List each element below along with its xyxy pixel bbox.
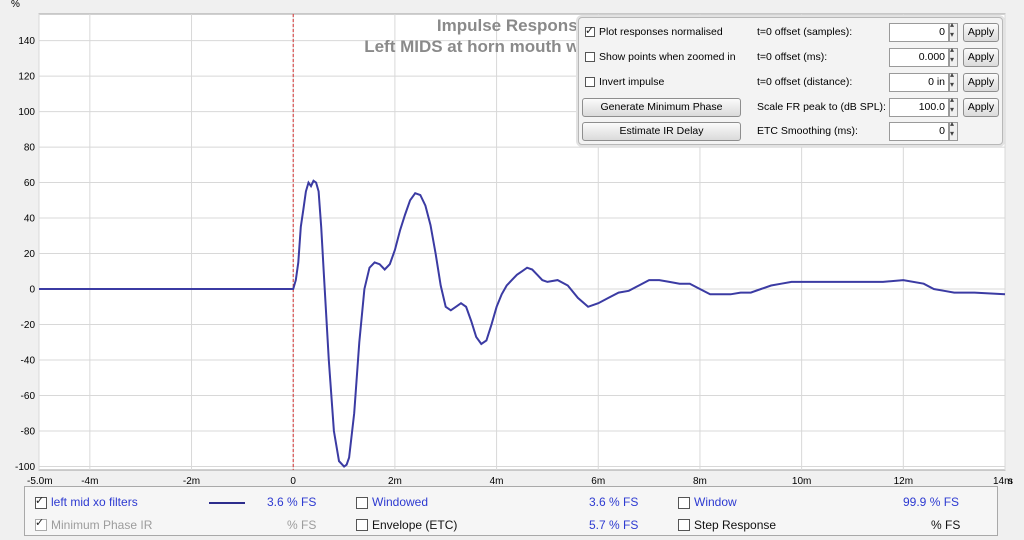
minimum-phase-ir-checkbox[interactable] <box>35 516 47 531</box>
t0-distance-spinner[interactable] <box>949 70 958 92</box>
left-mid-xo-filters-value: 3.6 % FS <box>267 495 317 509</box>
y-tick-label: 20 <box>24 249 36 260</box>
y-tick-label: 40 <box>24 214 36 225</box>
x-tick-label: 0 <box>290 476 296 486</box>
scale-fr-peak-spinner[interactable] <box>949 95 958 117</box>
y-axis-ticks: -100 -80 -60 -40 -20 0 20 40 60 80 100 120 140 <box>15 36 35 473</box>
x-tick-label: 6m <box>591 476 605 486</box>
generate-minimum-phase-button[interactable]: Generate Minimum Phase <box>582 98 741 117</box>
x-tick-label: 12m <box>894 476 913 486</box>
t0-ms-label: t=0 offset (ms): <box>757 51 828 63</box>
y-tick-label: -80 <box>21 426 36 437</box>
envelope-etc-value: 5.7 % FS <box>589 518 639 532</box>
y-tick-label: 80 <box>24 143 36 154</box>
invert-impulse-label: Invert impulse <box>599 76 665 88</box>
row-plot-normalised: Plot responses normalised t=0 offset (sa… <box>579 20 1002 44</box>
envelope-etc-label[interactable]: Envelope (ETC) <box>372 518 458 532</box>
show-points-checkbox[interactable] <box>585 52 595 62</box>
row-min-phase: Generate Minimum Phase Scale FR peak to … <box>579 95 1002 119</box>
y-axis-label: % <box>11 0 20 10</box>
t0-distance-label: t=0 offset (distance): <box>757 76 853 88</box>
row-ir-delay: Estimate IR Delay ETC Smoothing (ms): 0 <box>579 119 1002 143</box>
plot-normalised-label: Plot responses normalised <box>599 26 723 38</box>
t0-ms-spinner[interactable] <box>949 45 958 67</box>
y-tick-label: 120 <box>18 72 35 83</box>
y-tick-label: 140 <box>18 36 35 47</box>
window-label[interactable]: Window <box>694 495 737 509</box>
x-tick-label: 10m <box>792 476 811 486</box>
x-tick-label: -2m <box>183 476 200 486</box>
left-mid-xo-filters-line-swatch <box>209 502 245 504</box>
legend-panel: left mid xo filters 3.6 % FS Minimum Pha… <box>24 486 998 536</box>
t0-samples-input[interactable]: 0 <box>889 23 949 42</box>
controls-panel: Plot responses normalised t=0 offset (sa… <box>578 17 1003 145</box>
row-invert-impulse: Invert impulse t=0 offset (distance): 0 … <box>579 70 1002 94</box>
plot-normalised-checkbox[interactable] <box>585 24 595 37</box>
y-tick-label: 60 <box>24 178 36 189</box>
t0-distance-input[interactable]: 0 in <box>889 73 949 92</box>
etc-smoothing-label: ETC Smoothing (ms): <box>757 125 858 137</box>
window-value: 99.9 % FS <box>903 495 960 509</box>
windowed-checkbox[interactable] <box>356 497 368 509</box>
scale-fr-peak-label: Scale FR peak to (dB SPL): <box>757 101 886 113</box>
x-tick-label: 14m <box>993 476 1012 486</box>
x-tick-label: -5.0m <box>27 476 53 486</box>
t0-ms-input[interactable]: 0.000 <box>889 48 949 67</box>
step-response-value: % FS <box>931 518 961 532</box>
t0-samples-apply-button[interactable]: Apply <box>963 23 999 42</box>
step-response-label[interactable]: Step Response <box>694 518 777 532</box>
x-tick-label: -4m <box>81 476 98 486</box>
x-axis-ticks: -5.0m -4m -2m 0 2m 4m 6m 8m 10m 12m 14m <box>27 476 1012 486</box>
row-show-points: Show points when zoomed in t=0 offset (m… <box>579 45 1002 69</box>
chart-title: Impulse Response <box>437 16 587 35</box>
x-axis-unit: s <box>1008 476 1013 486</box>
y-tick-label: 0 <box>29 285 35 296</box>
etc-smoothing-spinner[interactable] <box>949 119 958 141</box>
left-mid-xo-filters-checkbox[interactable] <box>35 494 47 509</box>
t0-samples-spinner[interactable] <box>949 20 958 42</box>
scale-fr-peak-input[interactable]: 100.0 <box>889 98 949 117</box>
windowed-value: 3.6 % FS <box>589 495 639 509</box>
x-tick-label: 4m <box>490 476 504 486</box>
t0-distance-apply-button[interactable]: Apply <box>963 73 999 92</box>
x-tick-label: 2m <box>388 476 402 486</box>
estimate-ir-delay-button[interactable]: Estimate IR Delay <box>582 122 741 141</box>
t0-samples-label: t=0 offset (samples): <box>757 26 853 38</box>
y-tick-label: -40 <box>21 355 36 366</box>
minimum-phase-ir-value: % FS <box>287 518 317 532</box>
y-tick-label: -60 <box>21 391 36 402</box>
step-response-checkbox[interactable] <box>678 519 690 531</box>
window-checkbox[interactable] <box>678 497 690 509</box>
windowed-label[interactable]: Windowed <box>372 495 429 509</box>
invert-impulse-checkbox[interactable] <box>585 77 595 87</box>
envelope-etc-checkbox[interactable] <box>356 519 368 531</box>
etc-smoothing-input[interactable]: 0 <box>889 122 949 141</box>
series-line-left-mid-xo-filters <box>39 179 1006 468</box>
show-points-label: Show points when zoomed in <box>599 51 736 63</box>
y-tick-label: 100 <box>18 107 35 118</box>
y-tick-label: -100 <box>15 462 35 473</box>
left-mid-xo-filters-label[interactable]: left mid xo filters <box>51 495 138 509</box>
x-tick-label: 8m <box>693 476 707 486</box>
y-tick-label: -20 <box>21 320 36 331</box>
minimum-phase-ir-label[interactable]: Minimum Phase IR <box>51 518 153 532</box>
scale-fr-peak-apply-button[interactable]: Apply <box>963 98 999 117</box>
t0-ms-apply-button[interactable]: Apply <box>963 48 999 67</box>
